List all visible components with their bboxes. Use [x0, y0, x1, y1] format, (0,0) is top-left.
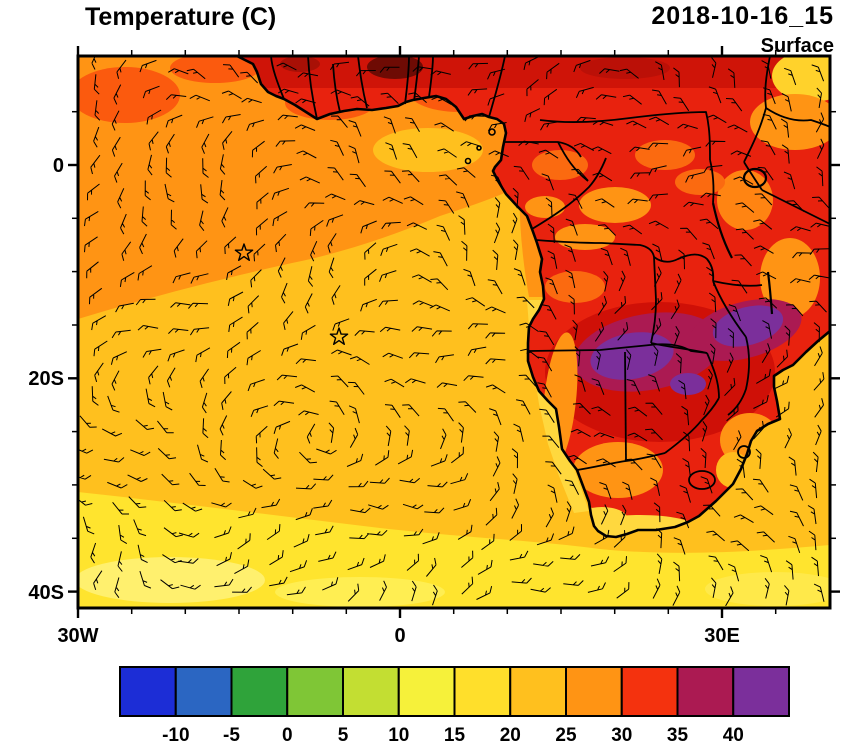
country-borders — [270, 56, 830, 490]
colorbar-tick-label: 40 — [723, 725, 744, 746]
y-axis-label-20s: 20S — [28, 368, 64, 390]
colorbar-swatch — [119, 666, 177, 717]
lakes — [711, 167, 774, 315]
colorbar-swatch — [565, 666, 623, 717]
y-axis-label-0: 0 — [53, 155, 64, 177]
star-markers — [234, 243, 349, 345]
level-label: Surface — [761, 35, 834, 57]
colorbar-tick-label: 15 — [444, 725, 466, 746]
colorbar-swatch — [397, 666, 456, 717]
star-marker — [329, 327, 349, 345]
colorbar-swatch — [174, 666, 233, 717]
colorbar-swatch — [453, 666, 512, 717]
colorbar-swatch — [509, 666, 567, 717]
colorbar-tick-label: -10 — [162, 725, 189, 746]
colorbar-swatch — [230, 666, 289, 717]
colorbar-tick-label: 5 — [338, 725, 349, 746]
plot-title: Temperature (C) — [85, 3, 276, 31]
star-marker — [234, 243, 254, 261]
coastline — [236, 56, 830, 539]
colorbar-tick-label: 0 — [282, 725, 293, 746]
map-area — [78, 56, 830, 608]
colorbar-tick-label: 25 — [555, 725, 577, 746]
x-axis-label-0: 0 — [394, 625, 405, 647]
axis-ticks — [68, 46, 840, 618]
colorbar-tick-label: 20 — [500, 725, 521, 746]
colorbar-swatch — [732, 666, 790, 717]
colorbar-tick-label: -5 — [223, 725, 240, 746]
colorbar-swatch — [676, 666, 735, 717]
colorbar-labels: -10 -5 0 5 10 15 20 25 30 35 40 — [162, 725, 744, 746]
y-axis-label-40s: 40S — [28, 582, 64, 604]
land-temperature-field — [237, 56, 830, 537]
colorbar-swatch — [342, 666, 400, 717]
colorbar-tick-label: 30 — [611, 725, 632, 746]
x-axis-label-30w: 30W — [57, 625, 98, 647]
colorbar — [119, 666, 790, 717]
valid-datetime: 2018-10-16_15 — [651, 2, 834, 30]
colorbar-swatch — [286, 666, 344, 717]
colorbar-swatch — [620, 666, 679, 717]
colorbar-tick-label: 10 — [388, 725, 409, 746]
colorbar-tick-label: 35 — [667, 725, 689, 746]
x-axis-label-30e: 30E — [704, 625, 740, 647]
